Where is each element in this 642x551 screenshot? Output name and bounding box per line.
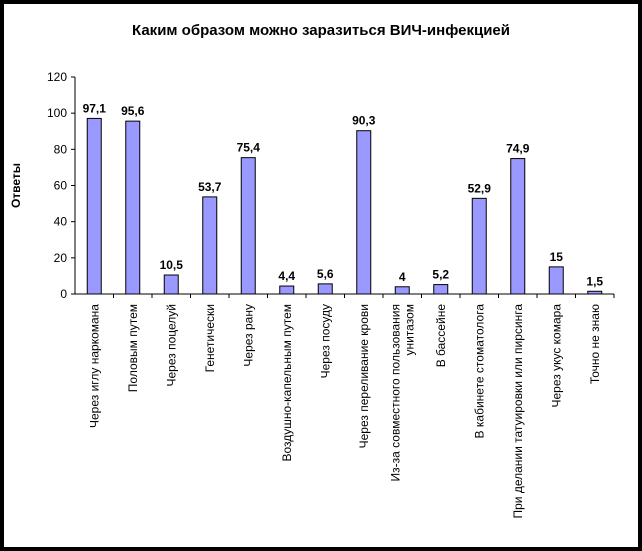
bar xyxy=(433,284,449,295)
bar xyxy=(548,266,564,295)
category-label: В бассейне xyxy=(434,304,448,368)
category-label: Точно не знаю xyxy=(588,304,602,384)
category-label: Генетически xyxy=(203,304,217,372)
data-label: 74,9 xyxy=(506,142,530,156)
bar xyxy=(356,130,372,295)
data-label: 5,2 xyxy=(432,268,449,282)
y-axis-label: Ответы xyxy=(9,163,23,208)
bar xyxy=(317,283,333,295)
data-label: 1,5 xyxy=(586,274,603,288)
bar xyxy=(86,117,102,295)
bar xyxy=(163,274,179,295)
chart-title: Каким образом можно заразиться ВИЧ-инфек… xyxy=(132,22,510,39)
bar xyxy=(279,285,295,295)
category-label: Через рану xyxy=(241,304,255,367)
category-label: Через переливание крови xyxy=(357,304,371,448)
bar xyxy=(510,158,526,295)
category-label: Через посуду xyxy=(318,304,332,378)
data-labels: 97,1 95,6 10,5 53,7 75,4 4,4 5,6 90,3 4 5,2 52,9 74… xyxy=(83,101,604,288)
y-axis-ticks: 0 20 40 60 80 100 120 xyxy=(47,70,75,301)
bar xyxy=(202,196,218,295)
bar xyxy=(125,120,141,295)
chart-frame xyxy=(3,3,639,548)
category-label: При делании татуировки или пирсинга xyxy=(511,304,525,519)
category-label: В кабинете стоматолога xyxy=(472,304,486,439)
category-label: унитазом xyxy=(402,304,416,356)
y-tick-label: 100 xyxy=(47,106,67,120)
data-label: 10,5 xyxy=(160,258,184,272)
y-tick-label: 80 xyxy=(54,142,68,156)
data-label: 15 xyxy=(550,250,564,264)
category-label: Из-за совместного пользования xyxy=(388,304,402,481)
data-label: 90,3 xyxy=(352,114,376,128)
category-label: Воздушно-капельным путем xyxy=(280,304,294,462)
bar xyxy=(471,197,487,295)
data-label: 97,1 xyxy=(83,101,107,115)
data-label: 4 xyxy=(399,270,406,284)
data-label: 95,6 xyxy=(121,104,145,118)
data-label: 4,4 xyxy=(278,269,295,283)
data-label: 52,9 xyxy=(468,181,492,195)
data-label: 75,4 xyxy=(237,141,261,155)
bars xyxy=(86,117,603,295)
category-labels: Через иглу наркомана Половым путем Через п… xyxy=(87,294,615,519)
data-label: 5,6 xyxy=(317,267,334,281)
bar xyxy=(240,157,256,295)
data-label: 53,7 xyxy=(198,180,222,194)
bar xyxy=(394,286,410,295)
category-label: Через иглу наркомана xyxy=(87,304,101,428)
y-tick-label: 120 xyxy=(47,70,67,84)
y-tick-label: 20 xyxy=(54,251,68,265)
category-label: Через укус комара xyxy=(549,304,563,408)
y-tick-label: 0 xyxy=(60,287,67,301)
y-tick-label: 40 xyxy=(54,215,68,229)
y-tick-label: 60 xyxy=(54,179,68,193)
category-label: Через поцелуй xyxy=(164,304,178,386)
category-label: Половым путем xyxy=(126,304,140,392)
